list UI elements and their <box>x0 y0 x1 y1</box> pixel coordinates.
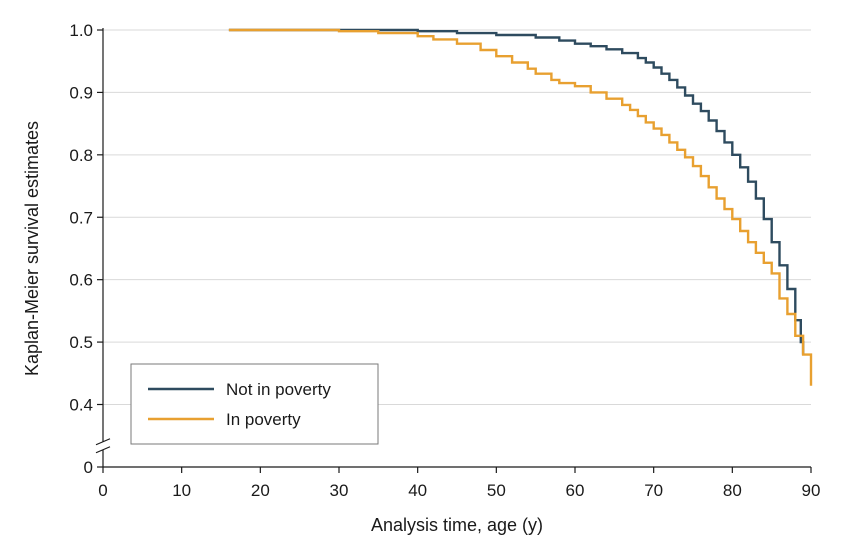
break-mark-lower <box>95 446 111 454</box>
y-tick-label: 0.7 <box>69 208 93 227</box>
break-gap <box>95 441 111 450</box>
legend: Not in poverty In poverty <box>130 363 379 445</box>
x-ticks: 0 10 20 30 40 50 60 70 80 90 <box>98 467 820 500</box>
x-tick-label: 90 <box>802 481 821 500</box>
x-tick-label: 10 <box>172 481 191 500</box>
x-axis-title: Analysis time, age (y) <box>371 515 543 535</box>
break-mark-upper <box>95 438 111 446</box>
x-tick-label: 70 <box>644 481 663 500</box>
y-tick-label: 1.0 <box>69 21 93 40</box>
y-tick-label: 0.6 <box>69 271 93 290</box>
series-line-not-in-poverty <box>228 28 805 355</box>
x-tick-label: 20 <box>251 481 270 500</box>
y-axis-title: Kaplan-Meier survival estimates <box>22 121 42 376</box>
y-axis-break <box>95 438 111 454</box>
y-tick-label: 0 <box>84 458 93 477</box>
y-tick-label: 0.9 <box>69 83 93 102</box>
x-tick-label: 50 <box>487 481 506 500</box>
x-tick-label: 0 <box>98 481 107 500</box>
x-tick-label: 40 <box>408 481 427 500</box>
series-layer <box>228 28 813 386</box>
y-ticks: 0 0.4 0.5 0.6 0.7 0.8 0.9 1.0 <box>69 21 103 477</box>
axes <box>95 28 811 468</box>
gridlines <box>103 29 811 405</box>
x-tick-label: 60 <box>566 481 585 500</box>
series-line-in-poverty <box>228 28 813 386</box>
legend-label-not-in-poverty: Not in poverty <box>226 380 331 399</box>
x-tick-label: 80 <box>723 481 742 500</box>
y-tick-label: 0.4 <box>69 396 93 415</box>
y-tick-label: 0.5 <box>69 333 93 352</box>
y-tick-label: 0.8 <box>69 146 93 165</box>
legend-label-in-poverty: In poverty <box>226 410 301 429</box>
legend-box <box>130 363 379 445</box>
x-tick-label: 30 <box>330 481 349 500</box>
